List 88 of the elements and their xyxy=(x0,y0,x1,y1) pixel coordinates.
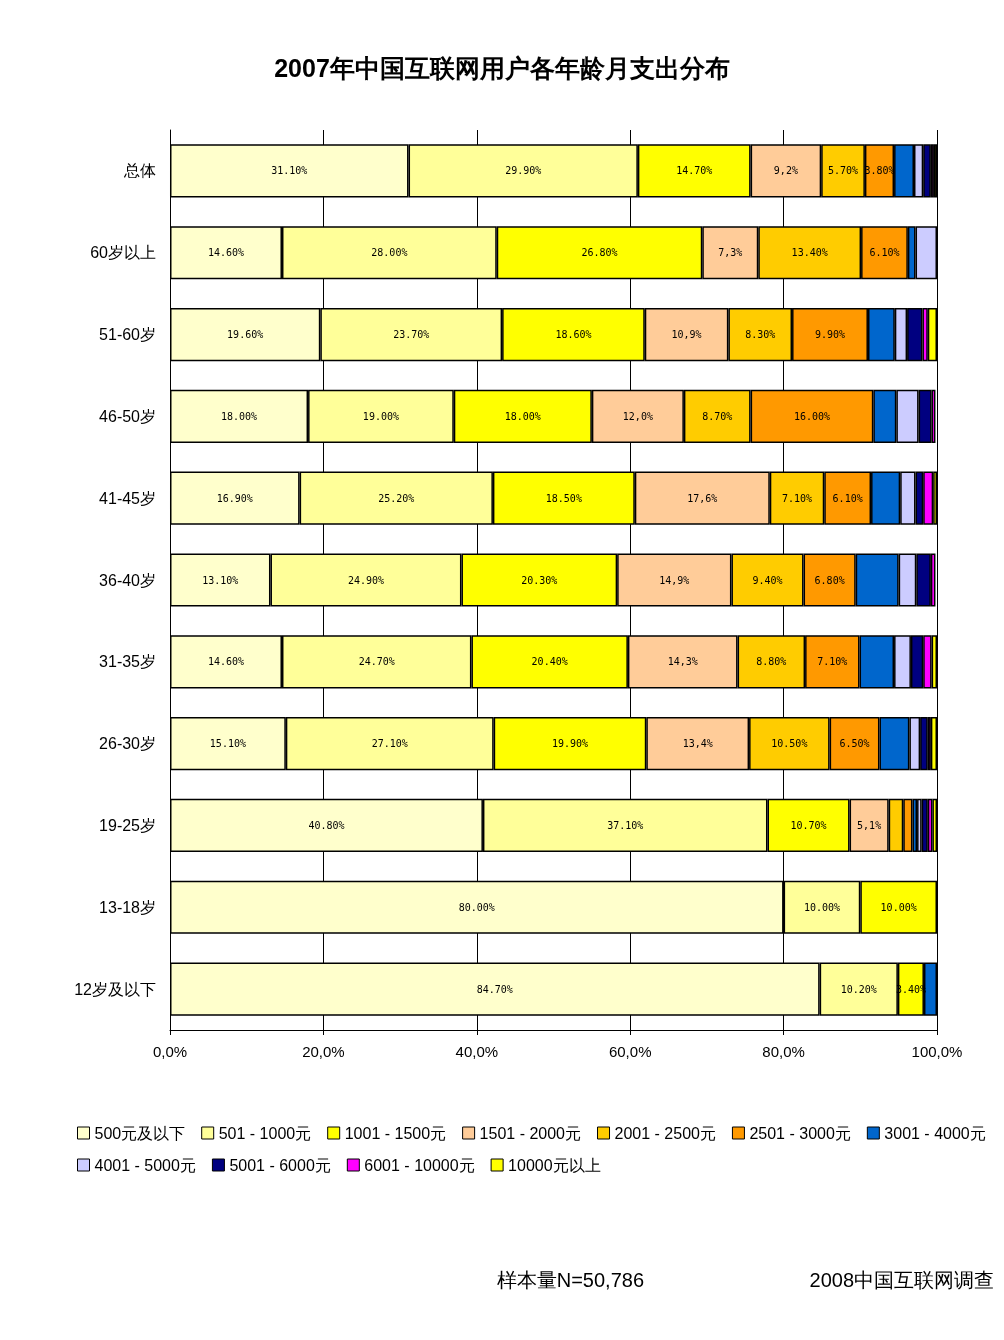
y-tick-label: 60岁以上 xyxy=(90,244,156,262)
data-label: 6.10% xyxy=(869,247,900,259)
x-tick-label: 20,0% xyxy=(302,1043,345,1060)
data-label: 19.60% xyxy=(227,329,264,341)
legend-label: 5001 - 6000元 xyxy=(229,1156,331,1174)
x-tick-label: 0,0% xyxy=(152,1043,188,1060)
data-label: 31.10% xyxy=(271,165,308,177)
data-label: 84.70% xyxy=(476,983,513,995)
data-label: 8.70% xyxy=(702,410,733,422)
data-label: 18.00% xyxy=(504,410,541,422)
data-label: 9,2% xyxy=(773,165,798,177)
data-label: 23.70% xyxy=(393,329,430,341)
data-label: 10.00% xyxy=(803,901,841,913)
data-label: 19.00% xyxy=(362,410,399,422)
data-label: 17,6% xyxy=(687,492,718,504)
data-label: 24.90% xyxy=(347,574,385,586)
legend-label: 6001 - 10000元 xyxy=(364,1156,475,1174)
data-label: 16.90% xyxy=(216,492,253,504)
text: 样本量N=50,786 xyxy=(496,1269,644,1291)
y-tick-label: 46-50岁 xyxy=(99,407,156,425)
data-label: 40.80% xyxy=(308,819,345,831)
data-label: 28.00% xyxy=(371,247,408,259)
y-tick-label: 19-25岁 xyxy=(99,816,156,834)
data-label: 18.50% xyxy=(545,492,582,504)
data-label: 37.10% xyxy=(607,819,644,831)
data-label: 10.50% xyxy=(771,738,808,750)
data-label: 7.10% xyxy=(817,656,848,668)
legend-label: 1001 - 1500元 xyxy=(344,1124,447,1142)
legend-label: 500元及以下 xyxy=(94,1124,186,1142)
bar xyxy=(921,798,928,853)
y-tick-label: 总体 xyxy=(123,162,156,180)
y-tick-label: 31-35岁 xyxy=(99,653,156,671)
data-label: 14.60% xyxy=(207,247,245,259)
data-label: 29.90% xyxy=(505,165,542,177)
text: 2008中国互联网调查 xyxy=(809,1269,995,1291)
data-label: 10.00% xyxy=(880,901,917,913)
data-label: 20.30% xyxy=(521,574,558,586)
legend-label: 3001 - 4000元 xyxy=(884,1124,986,1142)
legend-label: 2501 - 3000元 xyxy=(749,1124,851,1142)
data-label: 8.80% xyxy=(756,656,787,668)
data-label: 9.90% xyxy=(814,329,846,341)
x-tick-label: 100,0% xyxy=(911,1043,963,1060)
data-label: 19.90% xyxy=(551,738,589,750)
data-label: 5.70% xyxy=(827,165,859,177)
data-label: 10.20% xyxy=(840,983,877,995)
data-label: 18.00% xyxy=(220,410,258,422)
data-label: 10,9% xyxy=(671,329,702,341)
data-label: 27.10% xyxy=(371,738,408,750)
data-label: 80.00% xyxy=(458,901,495,913)
data-label: 14.60% xyxy=(207,656,245,668)
data-label: 13,4% xyxy=(682,738,713,750)
data-label: 5,1% xyxy=(857,819,882,831)
data-label: 14.70% xyxy=(676,165,713,177)
y-tick-label: 13-18岁 xyxy=(99,898,156,916)
legend-label: 501 - 1000元 xyxy=(218,1124,312,1142)
legend-label: 10000元以上 xyxy=(508,1156,601,1174)
y-tick-label: 41-45岁 xyxy=(99,489,156,507)
data-label: 26.80% xyxy=(581,247,618,259)
data-label: 14,9% xyxy=(659,574,690,586)
data-label: 9.40% xyxy=(752,574,783,586)
data-label: 13.10% xyxy=(202,574,239,586)
y-tick-label: 51-60岁 xyxy=(99,326,156,344)
data-label: 18.60% xyxy=(555,329,592,341)
data-label: 6.10% xyxy=(832,492,863,504)
x-tick-label: 80,0% xyxy=(762,1043,805,1060)
data-label: 6.50% xyxy=(839,738,870,750)
y-tick-label: 26-30岁 xyxy=(99,735,156,753)
legend-label: 1501 - 2000元 xyxy=(479,1124,582,1142)
data-label: 13.40% xyxy=(791,247,828,259)
x-tick-label: 40,0% xyxy=(455,1043,499,1060)
data-label: 20.40% xyxy=(531,656,568,668)
data-label: 24.70% xyxy=(358,656,395,668)
legend-label: 2001 - 2500元 xyxy=(614,1124,716,1142)
data-label: 8.30% xyxy=(745,329,776,341)
chart-title: 2007年中国互联网用户各年龄月支出分布 xyxy=(274,53,730,82)
y-tick-label: 12岁及以下 xyxy=(74,980,156,998)
legend-label: 4001 - 5000元 xyxy=(94,1156,196,1174)
data-label: 14,3% xyxy=(667,656,698,668)
data-label: 7,3% xyxy=(718,247,743,259)
y-tick-label: 36-40岁 xyxy=(99,571,156,589)
data-label: 7.10% xyxy=(781,492,813,504)
data-label: 6.80% xyxy=(814,574,845,586)
x-tick-label: 60,0% xyxy=(608,1043,652,1060)
data-label: 12,0% xyxy=(622,410,653,422)
data-label: 10.70% xyxy=(790,819,827,831)
data-label: 15.10% xyxy=(209,738,246,750)
data-label: 25.20% xyxy=(378,492,415,504)
data-label: 16.00% xyxy=(793,410,831,422)
